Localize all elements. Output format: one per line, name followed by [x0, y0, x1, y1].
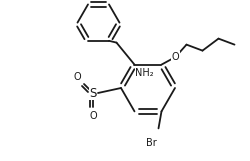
- Text: O: O: [171, 52, 178, 62]
- Text: NH₂: NH₂: [134, 68, 153, 78]
- Text: O: O: [89, 111, 96, 121]
- Text: Br: Br: [146, 138, 156, 148]
- Text: S: S: [89, 86, 96, 99]
- Text: O: O: [73, 72, 80, 82]
